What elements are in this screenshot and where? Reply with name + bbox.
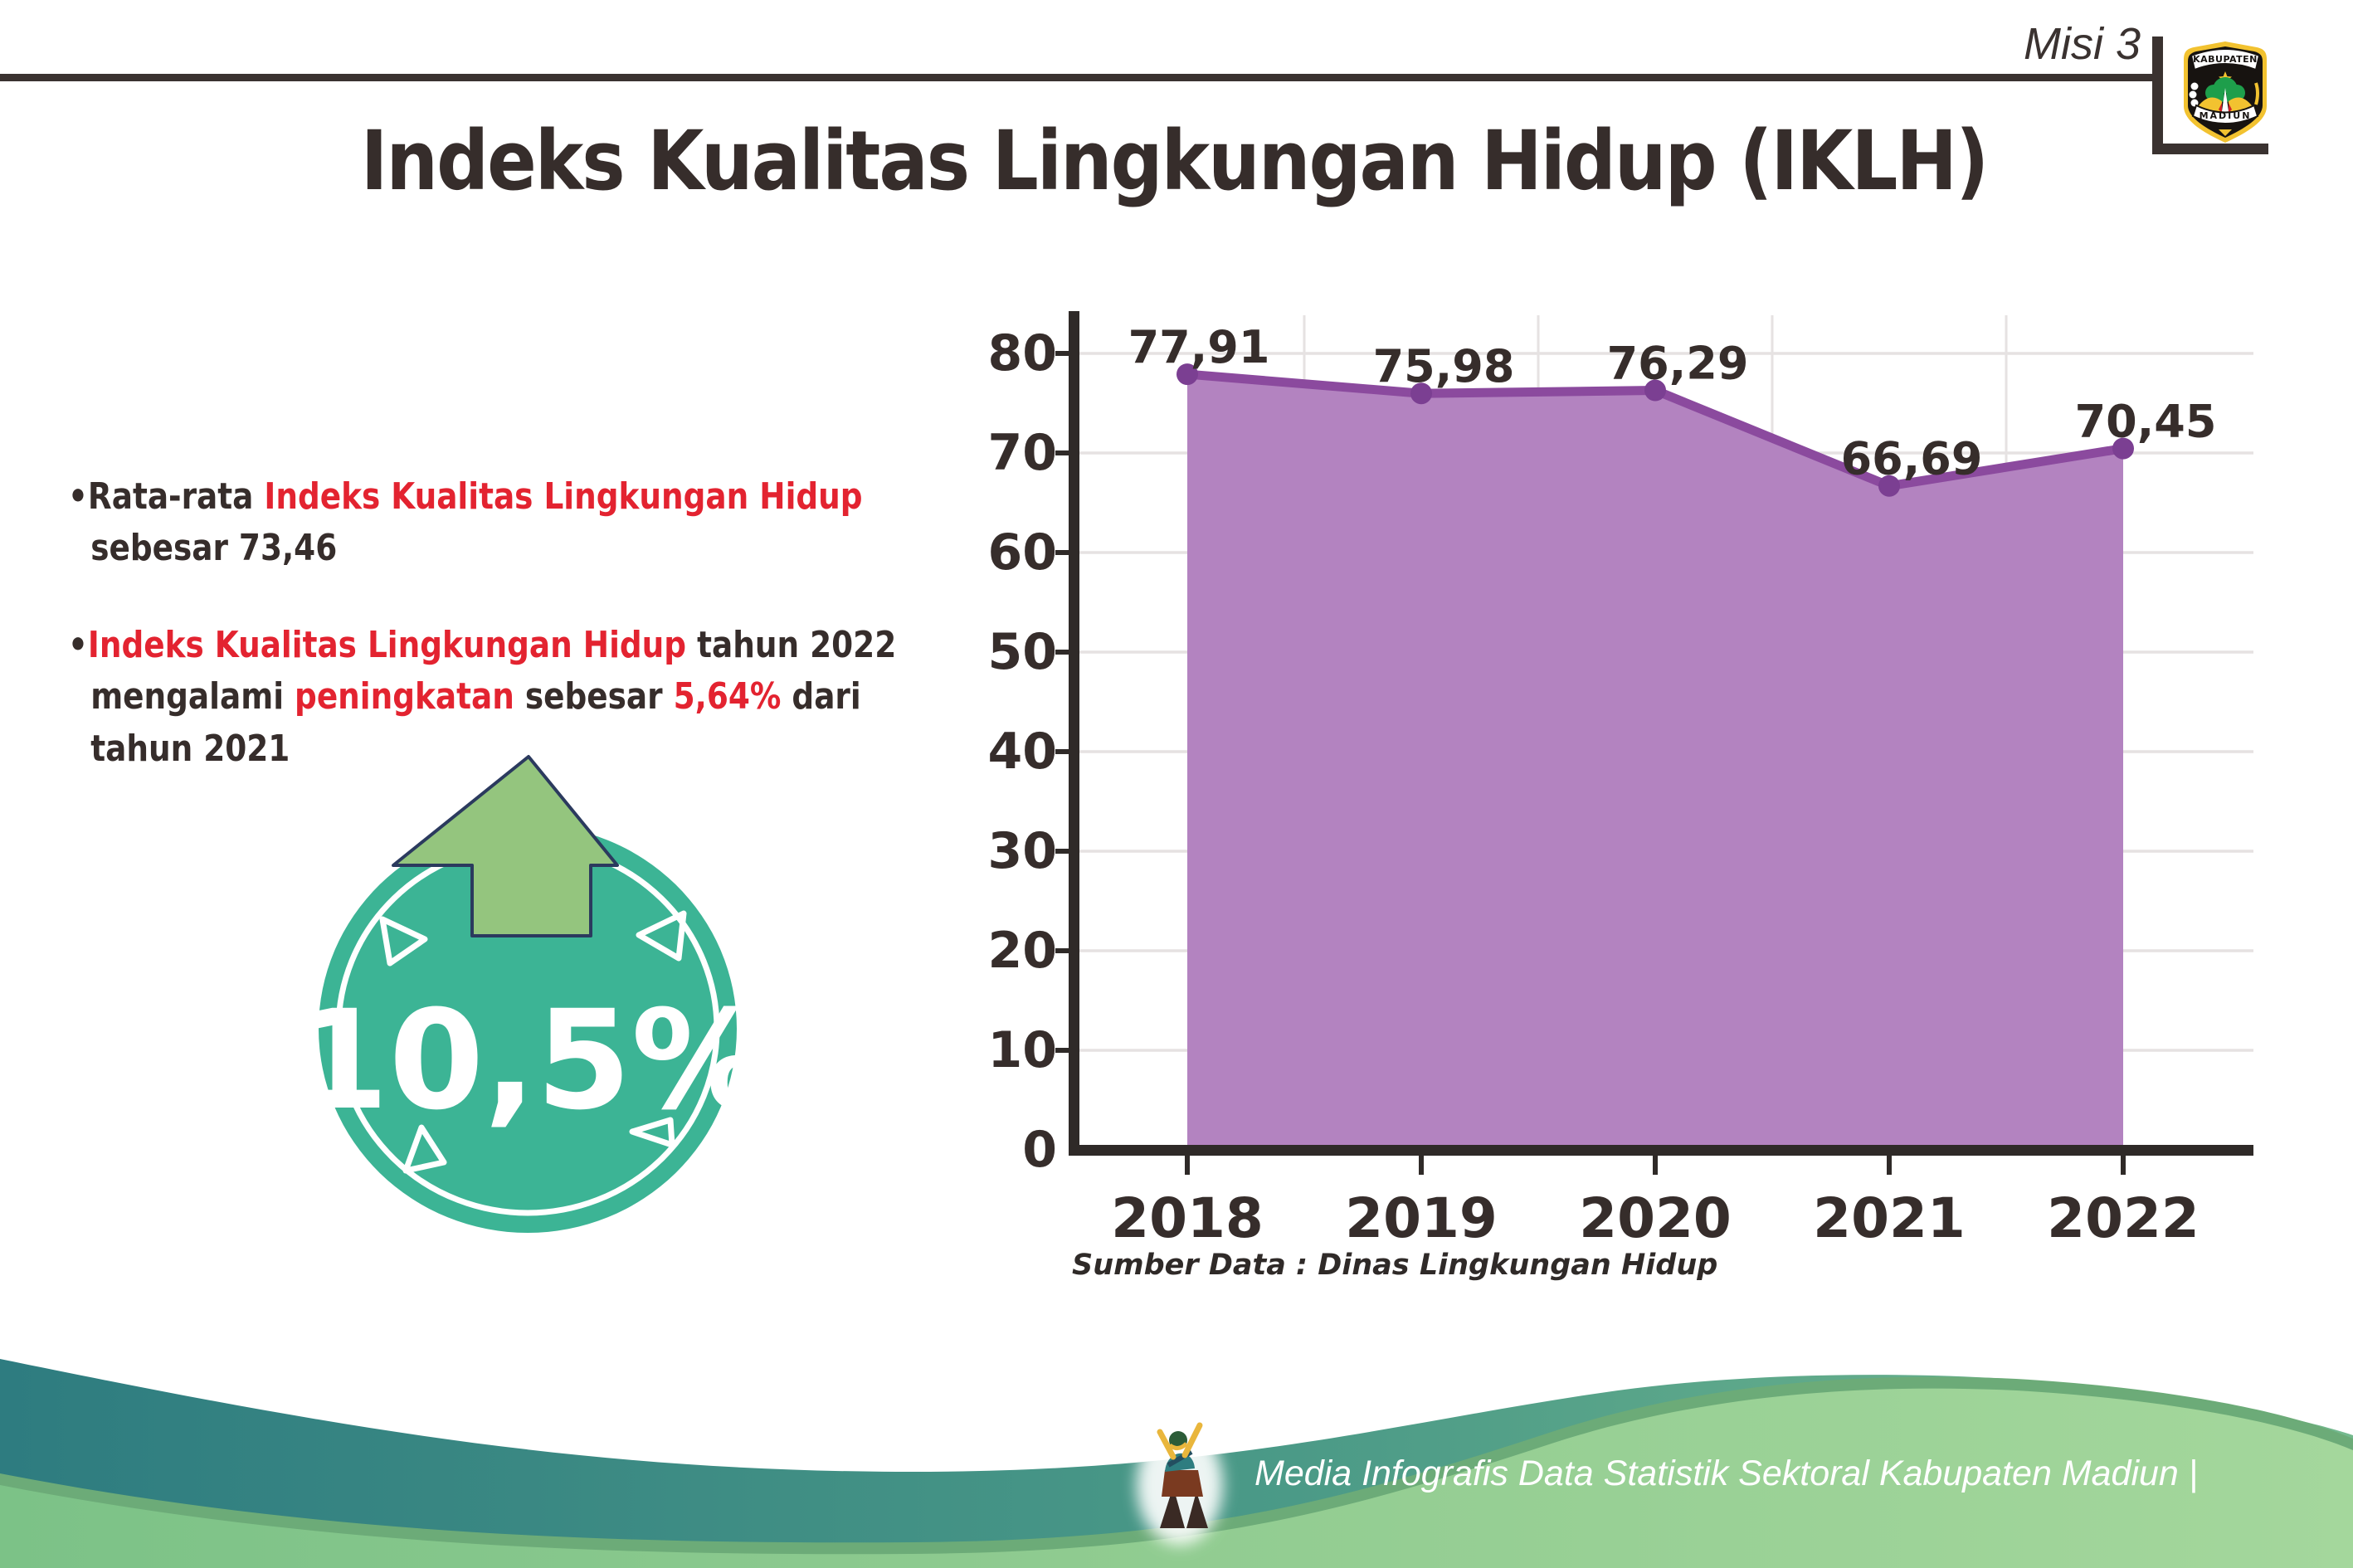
data-value-label: 77,91 — [1128, 321, 1270, 373]
crest-keris — [2222, 88, 2229, 119]
highlight-text: Indeks Kualitas Lingkungan Hidup — [87, 623, 687, 666]
data-value-label: 70,45 — [2075, 396, 2217, 448]
bullet-line: mengalami peningkatan sebesar 5,64% dari — [68, 671, 957, 723]
logo-frame-vertical — [2152, 37, 2163, 154]
body-text: dari — [781, 675, 861, 718]
data-value-label: 66,69 — [1841, 433, 1983, 485]
crest-tree-canopy-right — [2229, 85, 2245, 101]
body-text: •Rata-rata — [68, 475, 265, 518]
misi-label: Misi 3 — [2023, 19, 2141, 69]
bullet-list: •Rata-rata Indeks Kualitas Lingkungan Hi… — [68, 471, 957, 820]
iklh-area-chart: 0 10 20 30 40 50 60 70 80 2018 2019 2020 2021 2022 77,… — [988, 311, 2253, 1250]
body-text: tahun 2022 — [686, 623, 897, 666]
badge-sparkle-upper-left — [379, 916, 428, 967]
crest-banner-bottom — [2191, 104, 2259, 124]
data-point-marker — [2112, 437, 2134, 460]
x-category-label: 2021 — [1813, 1186, 1966, 1250]
bullet-line: tahun 2021 — [68, 723, 957, 775]
crest-rice-right — [2254, 82, 2259, 105]
bullet-item: •Rata-rata Indeks Kualitas Lingkungan Hi… — [68, 471, 957, 575]
data-point-marker — [1410, 382, 1432, 405]
body-text: tahun 2021 — [90, 727, 290, 770]
badge-value: 10,5% — [294, 981, 768, 1140]
kabupaten-madiun-crest-logo: KABUPATEN MADIUN — [2184, 41, 2267, 143]
x-category-label: 2019 — [1345, 1186, 1498, 1250]
y-tick-label: 0 — [1022, 1121, 1057, 1179]
y-tick-label: 80 — [988, 324, 1058, 382]
badge-sparkle-lower-right — [629, 1117, 675, 1148]
crest-red-accent-left — [2219, 103, 2222, 113]
data-value-label: 75,98 — [1373, 340, 1515, 392]
mascot-icon — [1137, 1422, 1223, 1545]
y-tick-label: 10 — [988, 1021, 1058, 1079]
bullet-line: sebesar 73,46 — [68, 523, 957, 574]
data-point-marker — [1644, 379, 1666, 402]
x-category-label: 2022 — [2047, 1186, 2200, 1250]
y-tick-label: 30 — [988, 822, 1058, 880]
body-text: mengalami — [90, 675, 295, 718]
y-tick-label: 60 — [988, 523, 1058, 582]
y-tick-label: 50 — [988, 623, 1058, 681]
crest-cotton-2 — [2189, 90, 2197, 99]
crest-banner-top — [2190, 48, 2261, 71]
logo-frame-horizontal — [2152, 144, 2268, 154]
up-arrow-icon — [392, 755, 619, 937]
data-point-marker — [1878, 475, 1900, 497]
bullet-item: •Indeks Kualitas Lingkungan Hidup tahun … — [68, 620, 957, 775]
y-tick-label: 40 — [988, 723, 1058, 781]
crest-banner-top-text: KABUPATEN — [2193, 54, 2258, 65]
body-text: sebesar — [514, 675, 674, 718]
crest-red-accent-right — [2229, 103, 2232, 113]
crest-bottom-emblem — [2219, 129, 2232, 136]
x-axis-line — [1069, 1145, 2253, 1156]
footer-green-wave — [0, 1388, 2353, 1568]
x-category-label: 2018 — [1111, 1186, 1264, 1250]
bullet-line: •Rata-rata Indeks Kualitas Lingkungan Hi… — [68, 471, 957, 523]
header-divider-line — [0, 74, 2154, 81]
crest-tree-canopy-left — [2205, 85, 2222, 101]
crest-banner-bottom-text: MADIUN — [2200, 110, 2252, 121]
x-category-label: 2020 — [1579, 1186, 1732, 1250]
badge-sparkle-upper-right — [636, 910, 687, 962]
highlight-text: peningkatan — [295, 675, 514, 718]
page-title: Indeks Kualitas Lingkungan Hidup (IKLH) — [360, 113, 1990, 209]
footer-credit: Media Infografis Data Statistik Sektoral… — [1254, 1454, 2198, 1493]
data-point-marker — [1176, 363, 1198, 386]
badge-sparkle-lower-left — [402, 1124, 447, 1174]
crest-cotton-1 — [2190, 82, 2199, 90]
highlight-text: 5,64% — [673, 675, 782, 718]
footer-wave-decoration — [0, 1359, 2353, 1568]
y-axis-line — [1069, 311, 1079, 1155]
bullet-line: •Indeks Kualitas Lingkungan Hidup tahun … — [68, 620, 957, 671]
data-value-label: 76,29 — [1607, 338, 1749, 390]
body-text: sebesar 73,46 — [90, 527, 338, 570]
y-tick-label: 20 — [988, 922, 1058, 980]
area-fill — [1187, 374, 2123, 1145]
y-tick-label: 70 — [988, 424, 1058, 482]
body-text: • — [68, 623, 88, 666]
increase-badge: 10,5% — [294, 755, 768, 1233]
chart-source-note: Sumber Data : Dinas Lingkungan Hidup — [1072, 1249, 1718, 1282]
highlight-text: Indeks Kualitas Lingkungan Hidup — [264, 475, 863, 518]
